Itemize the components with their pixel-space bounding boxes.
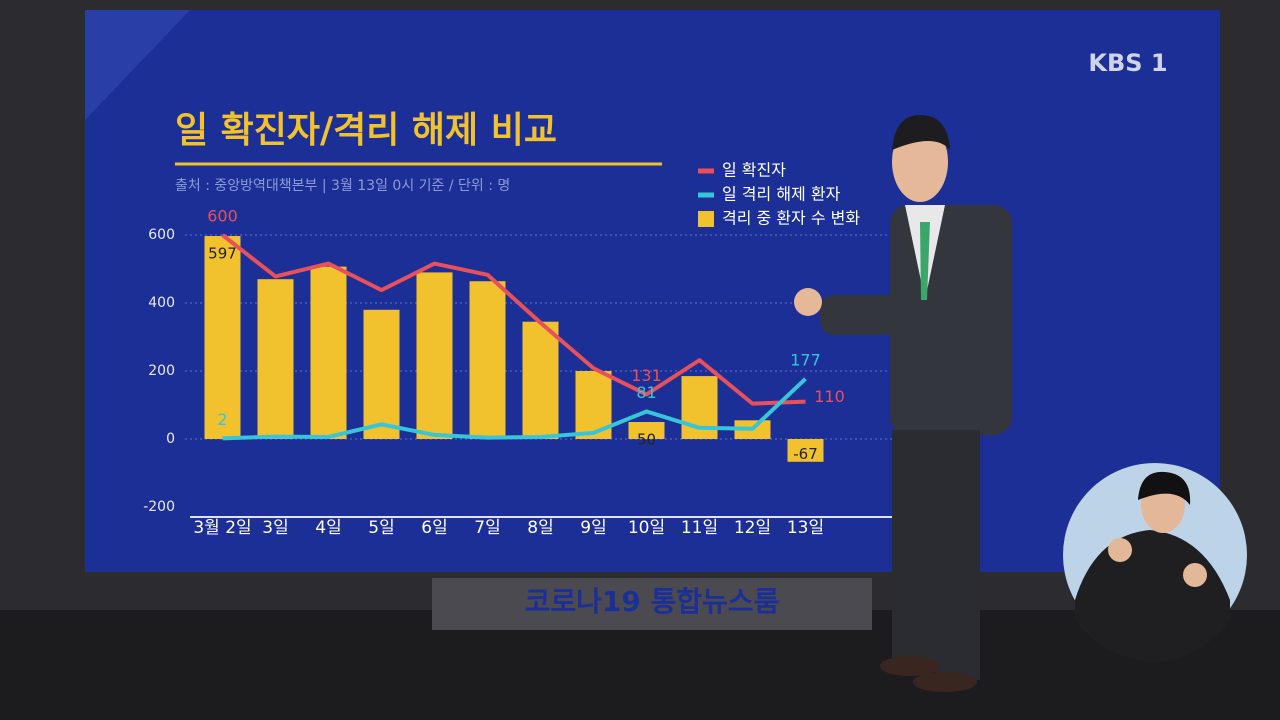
legend-label: 격리 중 환자 수 변화 (722, 209, 860, 228)
bar (257, 279, 294, 439)
channel-logo: KBS 1 (1088, 49, 1167, 77)
presenter-leg (935, 430, 980, 680)
y-tick-label: 0 (166, 431, 175, 447)
x-tick-label: 12일 (734, 518, 771, 538)
x-tick-label: 3월 2일 (193, 518, 251, 538)
y-tick-label: 600 (148, 227, 175, 243)
x-tick-label: 4일 (315, 518, 341, 538)
interpreter-hand (1183, 563, 1207, 587)
chart-title: 일 확진자/격리 해제 비교 (175, 110, 557, 151)
banner-box (432, 578, 872, 630)
presenter-tie (920, 222, 930, 300)
line-value-label: 177 (790, 350, 821, 369)
line-value-label: 2 (217, 410, 227, 429)
bar (787, 439, 824, 462)
legend-label: 일 격리 해제 환자 (722, 185, 841, 204)
interpreter-hair (1138, 471, 1191, 505)
x-tick-label: 5일 (368, 518, 394, 538)
presenter-arm (820, 295, 910, 335)
wall-accent (85, 10, 190, 120)
plot: 600 400 200 0 -200 3월 2일 3일 4일 5일 6일 7일 8일 9일 10일 11일 1… (143, 161, 895, 538)
banner-text: 코로나19 통합뉴스룸 (525, 585, 780, 618)
bar (204, 236, 241, 439)
presenter-shoe (913, 672, 977, 692)
bar (628, 422, 665, 439)
bar (522, 321, 559, 439)
bar (469, 281, 506, 439)
presenter-hair (892, 115, 950, 150)
x-tick-label: 6일 (421, 518, 447, 538)
line (222, 377, 807, 441)
interpreter-body (1075, 530, 1230, 662)
x-tick-label: 3일 (262, 518, 288, 538)
line (221, 233, 806, 406)
bar (310, 266, 347, 439)
line-value-label: 110 (814, 387, 845, 406)
x-tick-label: 9일 (580, 518, 606, 538)
line-value-label: 131 (631, 366, 662, 385)
x-tick-label: 7일 (474, 518, 500, 538)
bar-value-label: -67 (793, 445, 818, 463)
bar (416, 272, 453, 439)
presenter (794, 115, 1012, 692)
presenter-hand (794, 288, 822, 316)
bar-value-label: 597 (208, 245, 237, 263)
chart-subtitle: 출처 : 중앙방역대책본부 | 3월 13일 0시 기준 / 단위 : 명 (175, 178, 510, 194)
y-tick-label: -200 (143, 499, 175, 515)
y-tick-label: 400 (148, 295, 175, 311)
presenter-shoe (880, 656, 940, 676)
legend-label: 일 확진자 (722, 161, 786, 180)
bar (363, 309, 400, 439)
x-tick-label: 13일 (787, 518, 824, 538)
video-wall (85, 10, 1220, 572)
sign-interpreter (1063, 463, 1247, 662)
y-tick-label: 200 (148, 363, 175, 379)
line-value-label: 600 (207, 207, 238, 226)
x-tick-label: 8일 (527, 518, 553, 538)
interpreter-hand (1108, 538, 1132, 562)
x-tick-label: 11일 (681, 518, 718, 538)
bar-value-label: 50 (637, 431, 656, 449)
x-tick-label: 10일 (628, 518, 665, 538)
legend-swatch (698, 211, 714, 227)
line-value-label: 81 (636, 383, 656, 402)
presenter-leg (892, 430, 942, 665)
